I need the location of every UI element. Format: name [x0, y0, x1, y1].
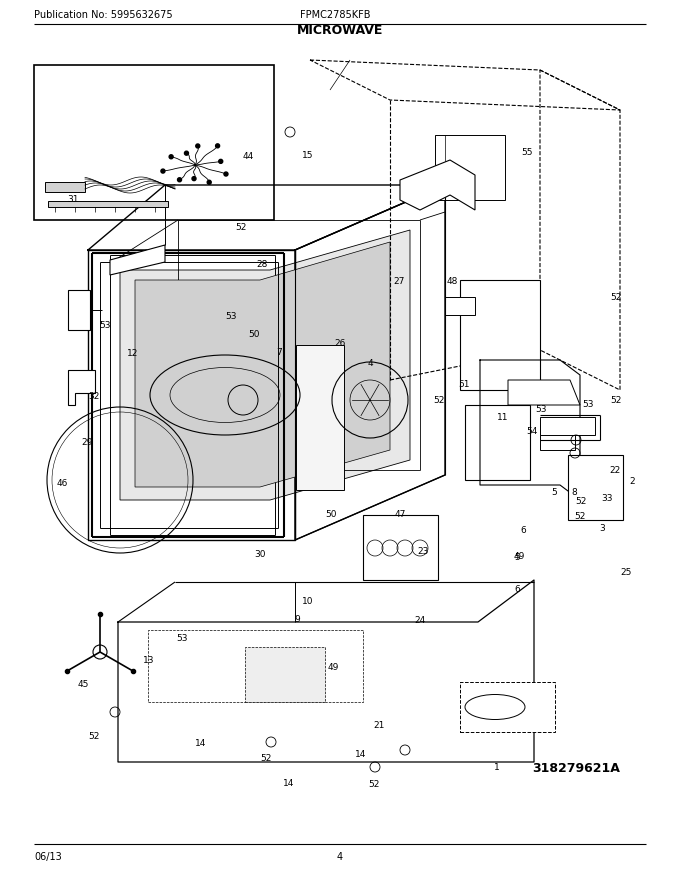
Text: 29: 29 — [82, 438, 92, 447]
Text: Publication No: 5995632675: Publication No: 5995632675 — [34, 10, 173, 20]
Circle shape — [224, 172, 228, 176]
Text: 6: 6 — [521, 526, 526, 535]
Text: 49: 49 — [328, 663, 339, 671]
Text: 5: 5 — [514, 553, 520, 561]
Bar — [48, 201, 168, 207]
Text: 28: 28 — [256, 260, 267, 268]
Text: 7: 7 — [276, 348, 282, 356]
Text: 23: 23 — [418, 547, 428, 556]
Text: 5: 5 — [551, 488, 557, 497]
Text: 47: 47 — [394, 510, 405, 519]
Bar — [465, 405, 530, 480]
Polygon shape — [508, 380, 580, 405]
Text: 11: 11 — [498, 413, 509, 422]
Text: 53: 53 — [100, 321, 111, 330]
Bar — [148, 630, 363, 702]
Polygon shape — [135, 242, 390, 487]
Text: 33: 33 — [602, 495, 613, 503]
Bar — [435, 135, 505, 200]
Text: 12: 12 — [127, 349, 138, 358]
Text: 49: 49 — [513, 552, 524, 561]
Text: 21: 21 — [374, 721, 385, 730]
Circle shape — [219, 159, 223, 164]
Polygon shape — [110, 245, 165, 275]
Text: 52: 52 — [576, 497, 587, 506]
Bar — [460, 682, 555, 732]
Bar — [45, 182, 85, 192]
Text: 6: 6 — [514, 585, 520, 594]
Text: 53: 53 — [583, 400, 594, 409]
Text: 52: 52 — [575, 512, 585, 521]
Text: 27: 27 — [394, 277, 405, 286]
Text: 14: 14 — [355, 750, 366, 759]
Text: 10: 10 — [302, 597, 313, 605]
Text: 51: 51 — [459, 380, 470, 389]
Text: 52: 52 — [433, 396, 444, 405]
Text: 50: 50 — [326, 510, 337, 519]
Bar — [568, 455, 623, 520]
Text: 52: 52 — [611, 396, 622, 405]
Text: 06/13: 06/13 — [34, 852, 62, 862]
Text: 55: 55 — [522, 148, 532, 157]
Text: 46: 46 — [57, 479, 68, 488]
Text: 3: 3 — [599, 524, 605, 532]
Text: 13: 13 — [143, 656, 154, 665]
Bar — [363, 515, 438, 580]
Text: 52: 52 — [236, 223, 247, 231]
Text: 22: 22 — [610, 466, 621, 475]
Polygon shape — [68, 370, 95, 405]
Text: 31: 31 — [67, 195, 78, 204]
Bar — [34, 65, 274, 220]
Circle shape — [192, 177, 196, 180]
Bar — [540, 417, 595, 435]
Bar — [296, 345, 344, 490]
Text: 48: 48 — [447, 277, 458, 286]
Text: MICROWAVE: MICROWAVE — [296, 24, 384, 37]
Text: 44: 44 — [243, 152, 254, 161]
Polygon shape — [120, 230, 410, 500]
Text: 53: 53 — [177, 634, 188, 642]
Text: 50: 50 — [248, 330, 259, 339]
Circle shape — [161, 169, 165, 173]
Text: 26: 26 — [335, 339, 345, 348]
Text: 52: 52 — [260, 754, 271, 763]
Polygon shape — [400, 160, 475, 210]
Circle shape — [207, 180, 211, 184]
Text: 32: 32 — [88, 392, 99, 401]
Text: 52: 52 — [369, 781, 379, 789]
Text: 318279621A: 318279621A — [532, 762, 620, 775]
Text: 14: 14 — [195, 739, 206, 748]
Circle shape — [169, 155, 173, 158]
Text: 53: 53 — [226, 312, 237, 321]
Circle shape — [184, 151, 188, 155]
Text: 4: 4 — [337, 852, 343, 862]
Bar — [460, 280, 540, 390]
Text: 1: 1 — [494, 763, 499, 772]
Text: 2: 2 — [630, 477, 635, 486]
Text: 8: 8 — [572, 488, 577, 497]
Circle shape — [196, 144, 200, 148]
Bar — [540, 425, 575, 450]
Text: 52: 52 — [611, 293, 622, 302]
Text: 9: 9 — [294, 615, 300, 624]
Circle shape — [216, 143, 220, 148]
Text: 53: 53 — [535, 405, 546, 414]
Text: FPMC2785KFB: FPMC2785KFB — [300, 10, 371, 20]
Text: 4: 4 — [368, 359, 373, 368]
Bar — [245, 647, 325, 702]
Text: 14: 14 — [284, 779, 294, 788]
Text: 24: 24 — [414, 616, 425, 625]
Text: 54: 54 — [527, 427, 538, 436]
Text: 30: 30 — [254, 550, 265, 559]
Polygon shape — [118, 580, 534, 762]
Text: 15: 15 — [302, 151, 313, 160]
Text: 45: 45 — [78, 680, 88, 689]
Bar — [445, 297, 475, 315]
Bar — [68, 290, 90, 330]
Circle shape — [177, 178, 182, 182]
Text: 25: 25 — [620, 568, 631, 576]
Text: 52: 52 — [88, 732, 99, 741]
